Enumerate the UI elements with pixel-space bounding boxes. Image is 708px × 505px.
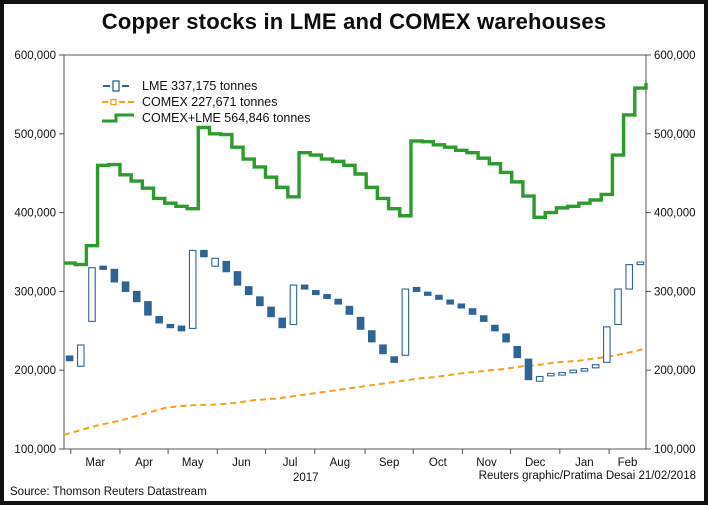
lme-weekly-bar [166, 323, 175, 329]
lme-weekly-bar [312, 290, 320, 296]
legend-label-lme: LME 337,175 tonnes [142, 79, 258, 93]
total-step-line-icon [102, 112, 136, 124]
x-tick-label: Sep [379, 457, 399, 469]
lme-weekly-bar [65, 355, 74, 362]
source-note: Source: Thomson Reuters Datastream [10, 486, 207, 498]
lme-weekly-bar [99, 265, 107, 270]
y-tick-label-left: 600,000 [14, 50, 56, 62]
lme-weekly-bar [267, 306, 275, 318]
x-tick-label: Jan [575, 457, 594, 469]
y-tick-label-right: 600,000 [654, 50, 696, 62]
y-tick-label-right: 200,000 [654, 365, 696, 377]
lme-weekly-bar [110, 268, 119, 283]
x-tick-label: Aug [330, 457, 350, 469]
x-tick-label: Apr [135, 457, 153, 469]
lme-weekly-bar [222, 260, 231, 273]
lme-weekly-bar [390, 356, 398, 363]
lme-weekly-bar [401, 288, 410, 356]
y-tick-label-left: 200,000 [14, 365, 56, 377]
lme-weekly-bar [502, 333, 510, 343]
lme-weekly-bar [412, 286, 421, 292]
x-tick-label: May [182, 457, 204, 469]
lme-weekly-bar [513, 346, 522, 359]
legend-label-comex: COMEX 227,671 tonnes [142, 95, 278, 109]
x-tick-label: Feb [618, 457, 638, 469]
lme-weekly-bar [468, 308, 477, 315]
lme-weekly-bar [625, 264, 634, 290]
lme-weekly-bar [76, 344, 85, 367]
x-tick-label: Nov [476, 457, 497, 469]
lme-weekly-bar [603, 326, 611, 363]
lme-weekly-bar [457, 303, 466, 309]
lme-weekly-bar [244, 286, 253, 296]
lme-weekly-bar [614, 288, 622, 326]
y-tick-label-left: 100,000 [14, 444, 56, 456]
x-tick-label: Oct [429, 457, 448, 469]
lme-weekly-bar [132, 290, 141, 303]
lme-weekly-bar [278, 317, 287, 329]
lme-weekly-bar [121, 281, 130, 292]
y-tick-label-left: 300,000 [14, 286, 56, 298]
comex-dashed-line [63, 347, 647, 436]
lme-weekly-bar [524, 358, 533, 381]
lme-weekly-bar [558, 372, 566, 376]
credit-note: Reuters graphic/Pratima Desai 21/02/2018 [478, 470, 696, 482]
chart-legend: LME 337,175 tonnes COMEX 227,671 tonnes … [102, 78, 311, 126]
legend-item-total: COMEX+LME 564,846 tonnes [102, 110, 311, 126]
lme-weekly-bar [580, 368, 589, 372]
lme-weekly-bar [535, 375, 544, 382]
lme-weekly-bar [323, 294, 331, 300]
lme-weekly-bar [435, 294, 443, 300]
lme-weekly-bar [356, 316, 365, 330]
x-axis-year-label: 2017 [293, 472, 319, 484]
lme-weekly-bar [233, 271, 242, 286]
lme-weekly-bar [367, 330, 376, 343]
lme-weekly-bar [155, 316, 163, 324]
y-tick-label-right: 400,000 [654, 208, 696, 220]
y-tick-label-right: 100,000 [654, 444, 696, 456]
lme-weekly-bar [144, 301, 152, 316]
lme-weekly-bar [379, 344, 387, 355]
lme-weekly-bar [446, 299, 454, 305]
lme-weekly-bar [188, 249, 197, 329]
legend-item-lme: LME 337,175 tonnes [102, 78, 311, 94]
lme-weekly-bar [423, 291, 432, 296]
lme-bar-icon [102, 80, 136, 92]
chart-title: Copper stocks in LME and COMEX warehouse… [101, 9, 607, 34]
lme-weekly-bar [88, 267, 96, 322]
x-tick-label: Mar [85, 457, 105, 469]
lme-weekly-bar [211, 257, 219, 267]
x-tick-label: Jun [232, 457, 251, 469]
lme-weekly-bar [636, 261, 645, 266]
copper-stocks-chart: 100,000 100,000 200,000 200,000 300,000 300,0… [14, 50, 696, 484]
x-tick-label: Dec [525, 457, 546, 469]
lme-weekly-bar [569, 369, 578, 374]
y-tick-label-right: 300,000 [654, 286, 696, 298]
lme-weekly-bar [345, 305, 354, 315]
legend-label-total: COMEX+LME 564,846 tonnes [142, 111, 311, 125]
y-tick-label-right: 500,000 [654, 129, 696, 141]
comex-dash-icon [102, 96, 136, 108]
lme-weekly-bar [547, 372, 555, 377]
lme-weekly-bar [256, 296, 264, 307]
total-step-line [64, 82, 648, 267]
x-tick-label: Jul [283, 457, 298, 469]
lme-weekly-bar [289, 284, 298, 326]
lme-weekly-bar [200, 249, 208, 258]
y-tick-label-left: 400,000 [14, 208, 56, 220]
lme-weekly-bar [300, 284, 309, 290]
lme-weekly-bar [479, 315, 488, 322]
lme-weekly-bar [177, 325, 186, 332]
lme-weekly-bar [334, 298, 343, 305]
legend-item-comex: COMEX 227,671 tonnes [102, 94, 311, 110]
lme-weekly-bar [491, 324, 499, 332]
y-tick-label-left: 500,000 [14, 129, 56, 141]
plot-border [63, 54, 647, 450]
lme-weekly-bar [591, 364, 600, 369]
